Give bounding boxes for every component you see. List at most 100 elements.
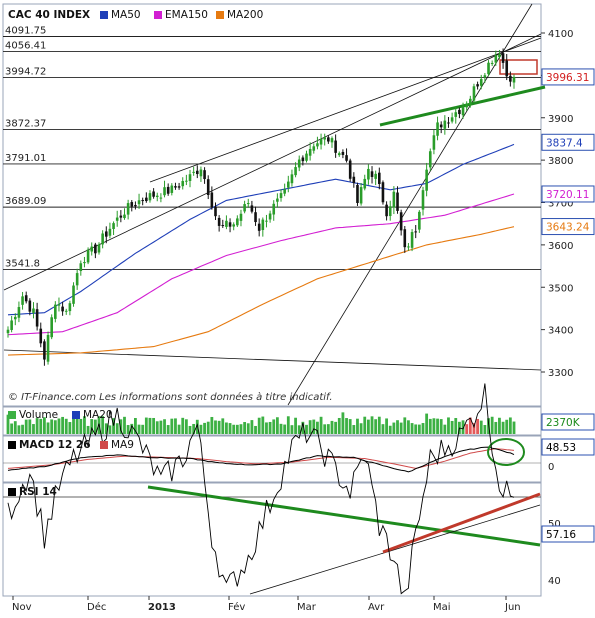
volume-bar	[392, 422, 396, 434]
legends: CAC 40 INDEX MA50 EMA150 MA200 Volume MA20 MAC…	[8, 9, 263, 498]
volume-bar	[286, 416, 290, 434]
candle-body	[97, 244, 101, 253]
candle-body	[410, 232, 414, 248]
volume-bar	[112, 418, 115, 434]
candle-body	[279, 193, 283, 199]
candle-body	[35, 309, 39, 327]
volume-bar	[356, 418, 359, 434]
volume-bar	[152, 417, 156, 434]
upper-channel-line	[3, 33, 542, 291]
volume-bar	[414, 424, 418, 434]
macd-line	[7, 446, 515, 473]
candle-body	[257, 223, 261, 231]
volume-bar	[305, 424, 308, 434]
candle-body	[418, 211, 421, 230]
volume-bar	[90, 419, 94, 434]
candle-body	[392, 191, 396, 208]
volume-bar	[32, 424, 35, 434]
candle-body	[119, 215, 123, 218]
candle-body	[261, 219, 265, 231]
rsi-tick-label: 40	[548, 576, 561, 587]
candle-body	[6, 329, 10, 334]
volume-bar	[352, 425, 356, 434]
volume-bar	[388, 425, 392, 434]
rsi-support-line	[249, 504, 541, 595]
candle-body	[327, 137, 330, 142]
last-ma50-label: 3837.4	[546, 137, 583, 149]
candle-body	[509, 75, 512, 82]
candle-body	[126, 203, 130, 215]
candle-body	[436, 122, 439, 136]
candle-body	[225, 220, 228, 227]
volume-bar	[505, 419, 509, 434]
y-tick-label: 3900	[548, 114, 573, 125]
candle-body	[337, 153, 341, 156]
rsi-line	[7, 383, 515, 595]
candle-body	[123, 214, 126, 219]
legend-ma20-swatch	[72, 411, 80, 419]
volume-bar	[10, 423, 14, 434]
volume-bar	[461, 420, 465, 434]
macd-zero-label: 0	[548, 462, 554, 473]
x-axis-ticks: Nov Déc 2013 Fév Mar Avr Mai Jun	[12, 596, 521, 613]
candle-body	[145, 197, 148, 202]
candle-body	[316, 143, 319, 147]
volume-bar	[472, 423, 476, 434]
volume-bar	[512, 421, 516, 434]
volume-bar	[308, 420, 312, 434]
volume-bar	[479, 420, 483, 434]
volume-bar	[403, 417, 407, 434]
candle-body	[472, 86, 476, 101]
volume-bar	[483, 425, 487, 434]
candle-body	[10, 320, 13, 330]
volume-bar	[68, 422, 72, 434]
rsi-last-label: 57.16	[546, 529, 576, 541]
candle-body	[461, 106, 465, 116]
volume-bar	[250, 420, 254, 434]
volume-bar	[228, 423, 232, 434]
candle-body	[228, 222, 232, 227]
macd-last-label-box	[541, 438, 595, 456]
volume-bar	[24, 419, 28, 434]
moving-averages	[7, 143, 515, 356]
volume-bar	[359, 423, 363, 434]
level-label: 3994.72	[5, 67, 46, 78]
volume-bar	[316, 421, 319, 434]
candle-body	[159, 197, 163, 199]
volume-bar	[476, 418, 479, 434]
volume-bar	[61, 416, 65, 434]
volume-bars	[6, 412, 516, 434]
candle-body	[399, 212, 403, 231]
volume-bar	[348, 419, 352, 434]
candle-body	[287, 181, 290, 188]
candle-body	[57, 304, 61, 306]
level-label: 3689.09	[5, 196, 46, 207]
volume-bar	[126, 425, 130, 434]
copyright-annotation: © IT-Finance.com Les informations sont d…	[8, 391, 333, 403]
volume-bar	[432, 418, 436, 434]
volume-bar	[407, 420, 410, 434]
volume-bar	[345, 418, 348, 434]
candle-body	[54, 304, 57, 319]
volume-bar	[261, 416, 265, 434]
volume-last-label-box	[541, 413, 595, 431]
y-tick-label: 3400	[548, 326, 573, 337]
candle-body	[388, 206, 392, 217]
candle-body	[43, 341, 46, 360]
candle-body	[174, 186, 177, 188]
volume-bar	[436, 418, 439, 434]
volume-bar	[192, 423, 196, 434]
volume-bar	[490, 416, 494, 434]
legend-volume: Volume	[19, 409, 58, 421]
volume-bar	[108, 425, 112, 434]
volume-bar	[163, 419, 166, 434]
candle-body	[32, 308, 35, 313]
legend-ma50-swatch	[100, 11, 108, 19]
green-trend-line-rsi	[147, 485, 541, 547]
candle-body	[447, 122, 450, 124]
last-ema150-label: 3720.11	[546, 189, 589, 201]
volume-bar	[166, 425, 170, 434]
candle-body	[163, 187, 166, 196]
last-price-label-box	[541, 68, 595, 86]
candle-body	[469, 98, 472, 105]
